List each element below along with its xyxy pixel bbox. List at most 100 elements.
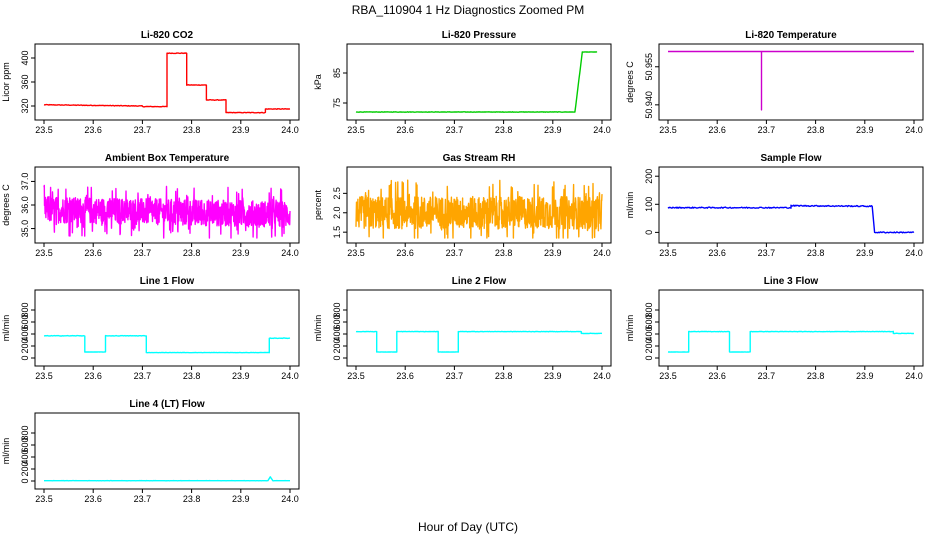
y-tick-label: 200 xyxy=(20,338,30,353)
y-axis-label: degrees C xyxy=(1,184,11,226)
x-tick-label: 24.0 xyxy=(593,125,611,135)
y-tick-label: 600 xyxy=(20,314,30,329)
y-tick-label: 2.0 xyxy=(332,207,342,220)
x-tick-label: 23.5 xyxy=(35,125,53,135)
series-line xyxy=(43,184,291,239)
x-tick-label: 23.5 xyxy=(659,125,677,135)
y-tick-label: 400 xyxy=(20,449,30,464)
y-tick-label: 0 xyxy=(332,355,342,360)
y-tick-label: 75 xyxy=(332,98,342,108)
x-tick-label: 23.8 xyxy=(807,248,825,258)
x-tick-label: 24.0 xyxy=(281,248,299,258)
y-tick-label: 600 xyxy=(644,314,654,329)
y-tick-label: 85 xyxy=(332,68,342,78)
y-tick-label: 50.940 xyxy=(644,91,654,119)
plot-frame xyxy=(346,43,612,121)
x-tick-label: 23.6 xyxy=(84,125,102,135)
x-tick-label: 23.8 xyxy=(183,371,201,381)
series-line xyxy=(44,476,290,482)
plot-frame xyxy=(346,289,612,367)
panel-title: Sample Flow xyxy=(760,153,821,164)
x-tick-label: 23.7 xyxy=(134,248,152,258)
panel-title: Li-820 Pressure xyxy=(442,30,517,41)
y-tick-label: 600 xyxy=(332,314,342,329)
x-tick-label: 23.8 xyxy=(183,494,201,504)
plot-frame xyxy=(658,166,924,244)
x-tick-label: 23.8 xyxy=(807,371,825,381)
x-tick-label: 23.7 xyxy=(446,125,464,135)
y-axis-label: ml/min xyxy=(625,192,635,219)
y-tick-label: 360 xyxy=(20,74,30,89)
panel-title: Gas Stream RH xyxy=(443,153,516,164)
panels: Li-820 CO2 Licor ppm 23.5 23.6 23.7 23.8 23.9 2… xyxy=(1,30,924,504)
panel-6: Line 1 Flow ml/min 23.5 23.6 23.7 23.8 23.9 24.… xyxy=(1,276,300,381)
series-line xyxy=(355,179,603,239)
series-line xyxy=(355,51,598,113)
x-tick-label: 24.0 xyxy=(905,371,923,381)
y-axis-label: ml/min xyxy=(313,315,323,342)
x-tick-label: 23.6 xyxy=(396,248,414,258)
panel-0: Li-820 CO2 Licor ppm 23.5 23.6 23.7 23.8 23.9 2… xyxy=(1,30,300,135)
x-tick-label: 23.7 xyxy=(758,248,776,258)
x-tick-label: 23.8 xyxy=(495,248,513,258)
x-tick-label: 24.0 xyxy=(281,494,299,504)
panel-9: Line 4 (LT) Flow ml/min 23.5 23.6 23.7 23.8 23… xyxy=(1,399,300,504)
y-tick-label: 320 xyxy=(20,98,30,113)
y-tick-label: 400 xyxy=(644,326,654,341)
x-tick-label: 23.8 xyxy=(183,248,201,258)
y-tick-label: 400 xyxy=(20,50,30,65)
x-tick-label: 23.7 xyxy=(446,248,464,258)
panel-3: Ambient Box Temperature degrees C 23.5 23.6… xyxy=(1,153,300,258)
y-axis-label: ml/min xyxy=(1,438,11,465)
x-tick-label: 23.7 xyxy=(134,371,152,381)
figure-title: RBA_110904 1 Hz Diagnostics Zoomed PM xyxy=(352,3,585,17)
panel-8: Line 3 Flow ml/min 23.5 23.6 23.7 23.8 23.9 24.… xyxy=(625,276,924,381)
x-tick-label: 23.6 xyxy=(708,371,726,381)
y-tick-label: 800 xyxy=(644,302,654,317)
x-tick-label: 23.7 xyxy=(758,371,776,381)
x-tick-label: 23.9 xyxy=(544,125,562,135)
y-tick-label: 0 xyxy=(20,355,30,360)
panel-4: Gas Stream RH percent 23.5 23.6 23.7 23.8 23.9… xyxy=(313,153,612,258)
x-tick-label: 23.9 xyxy=(856,125,874,135)
x-tick-label: 23.5 xyxy=(347,371,365,381)
y-tick-label: 400 xyxy=(20,326,30,341)
series-line xyxy=(43,52,291,114)
series-line xyxy=(667,204,915,234)
y-tick-label: 800 xyxy=(20,425,30,440)
panel-title: Line 3 Flow xyxy=(764,276,819,287)
y-axis-label: percent xyxy=(313,189,323,220)
plot-frame xyxy=(34,412,300,490)
x-tick-label: 23.6 xyxy=(84,494,102,504)
y-tick-label: 35.0 xyxy=(20,220,30,238)
y-tick-label: 800 xyxy=(332,302,342,317)
y-tick-label: 100 xyxy=(644,197,654,212)
x-tick-label: 23.5 xyxy=(659,248,677,258)
x-tick-label: 23.7 xyxy=(758,125,776,135)
y-tick-label: 36.0 xyxy=(20,196,30,214)
y-tick-label: 200 xyxy=(20,461,30,476)
x-tick-label: 23.6 xyxy=(396,125,414,135)
x-tick-label: 24.0 xyxy=(593,248,611,258)
y-tick-label: 200 xyxy=(644,338,654,353)
y-axis-label: kPa xyxy=(313,74,323,90)
panel-title: Li-820 CO2 xyxy=(141,30,194,41)
panel-5: Sample Flow ml/min 23.5 23.6 23.7 23.8 23.9 24.… xyxy=(625,153,924,258)
y-tick-label: 0 xyxy=(644,230,654,235)
x-tick-label: 23.9 xyxy=(544,248,562,258)
x-tick-label: 23.5 xyxy=(35,371,53,381)
y-tick-label: 50.955 xyxy=(644,53,654,81)
x-tick-label: 23.9 xyxy=(232,125,250,135)
panel-title: Line 4 (LT) Flow xyxy=(129,399,205,410)
x-tick-label: 23.8 xyxy=(495,371,513,381)
x-tick-label: 23.6 xyxy=(84,248,102,258)
panel-7: Line 2 Flow ml/min 23.5 23.6 23.7 23.8 23.9 24.… xyxy=(313,276,612,381)
x-tick-label: 23.9 xyxy=(856,248,874,258)
plot-frame xyxy=(346,166,612,244)
x-tick-label: 24.0 xyxy=(593,371,611,381)
panel-title: Line 1 Flow xyxy=(140,276,195,287)
y-axis-label: ml/min xyxy=(1,315,11,342)
y-tick-label: 0 xyxy=(20,478,30,483)
series-line xyxy=(668,50,914,111)
panel-1: Li-820 Pressure kPa 23.5 23.6 23.7 23.8 23.9 24… xyxy=(313,30,612,135)
